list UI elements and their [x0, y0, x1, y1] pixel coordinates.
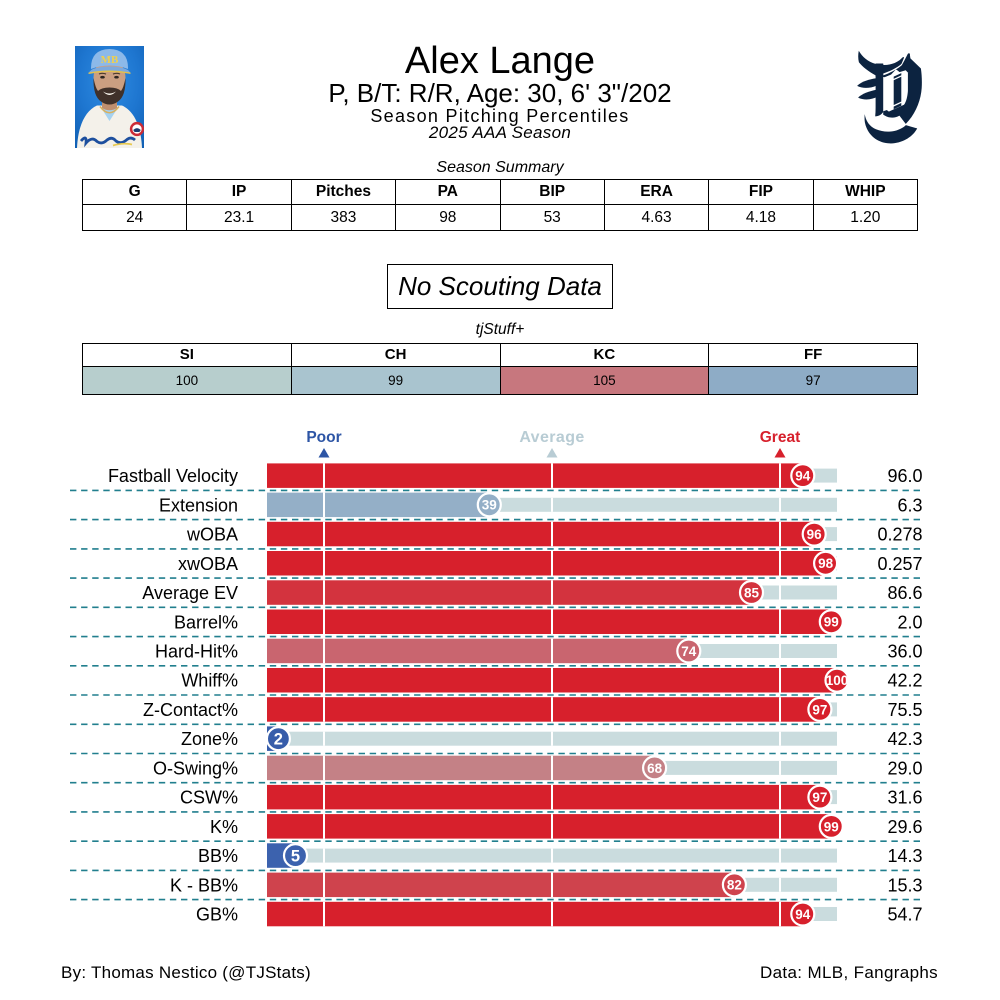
svg-text:Zone%: Zone%: [181, 729, 238, 749]
svg-text:29.0: 29.0: [887, 758, 922, 778]
svg-text:42.2: 42.2: [887, 671, 922, 691]
svg-text:14.3: 14.3: [887, 846, 922, 866]
svg-text:68: 68: [647, 761, 663, 776]
svg-text:wOBA: wOBA: [186, 525, 238, 545]
svg-text:74: 74: [681, 644, 697, 659]
svg-text:94: 94: [795, 468, 811, 483]
svg-text:2.0: 2.0: [897, 612, 922, 632]
svg-text:36.0: 36.0: [887, 641, 922, 661]
svg-text:Average EV: Average EV: [142, 583, 238, 603]
svg-text:Great: Great: [760, 429, 801, 446]
svg-text:Fastball Velocity: Fastball Velocity: [108, 466, 238, 486]
svg-text:15.3: 15.3: [887, 875, 922, 895]
svg-text:Z-Contact%: Z-Contact%: [143, 700, 238, 720]
svg-text:75.5: 75.5: [887, 700, 922, 720]
svg-text:97: 97: [812, 790, 827, 805]
svg-text:MB: MB: [101, 54, 119, 66]
svg-text:54.7: 54.7: [887, 904, 922, 924]
svg-text:0.278: 0.278: [877, 525, 922, 545]
svg-text:39: 39: [482, 498, 497, 513]
svg-text:O-Swing%: O-Swing%: [153, 758, 238, 778]
svg-text:0.257: 0.257: [877, 554, 922, 574]
svg-text:5: 5: [291, 848, 300, 866]
svg-text:99: 99: [824, 615, 839, 630]
svg-text:6.3: 6.3: [897, 495, 922, 515]
svg-text:42.3: 42.3: [887, 729, 922, 749]
svg-text:BB%: BB%: [198, 846, 238, 866]
svg-text:86.6: 86.6: [887, 583, 922, 603]
svg-text:2: 2: [274, 731, 283, 749]
svg-text:96: 96: [807, 527, 823, 542]
svg-text:CSW%: CSW%: [180, 788, 238, 808]
svg-text:Poor: Poor: [306, 429, 341, 446]
svg-text:100: 100: [826, 673, 849, 688]
svg-text:98: 98: [818, 556, 834, 571]
svg-text:96.0: 96.0: [887, 466, 922, 486]
svg-text:GB%: GB%: [196, 904, 238, 924]
svg-text:82: 82: [727, 878, 742, 893]
svg-text:Hard-Hit%: Hard-Hit%: [155, 641, 238, 661]
svg-text:Whiff%: Whiff%: [181, 671, 238, 691]
svg-text:Average: Average: [519, 429, 584, 446]
svg-text:99: 99: [824, 819, 839, 834]
svg-text:94: 94: [795, 907, 811, 922]
svg-text:85: 85: [744, 585, 760, 600]
svg-text:xwOBA: xwOBA: [178, 554, 238, 574]
svg-text:97: 97: [812, 702, 827, 717]
svg-text:Extension: Extension: [159, 495, 238, 515]
svg-text:31.6: 31.6: [887, 788, 922, 808]
svg-text:Barrel%: Barrel%: [174, 612, 238, 632]
svg-text:29.6: 29.6: [887, 817, 922, 837]
svg-text:K%: K%: [210, 817, 238, 837]
svg-text:K - BB%: K - BB%: [170, 875, 238, 895]
